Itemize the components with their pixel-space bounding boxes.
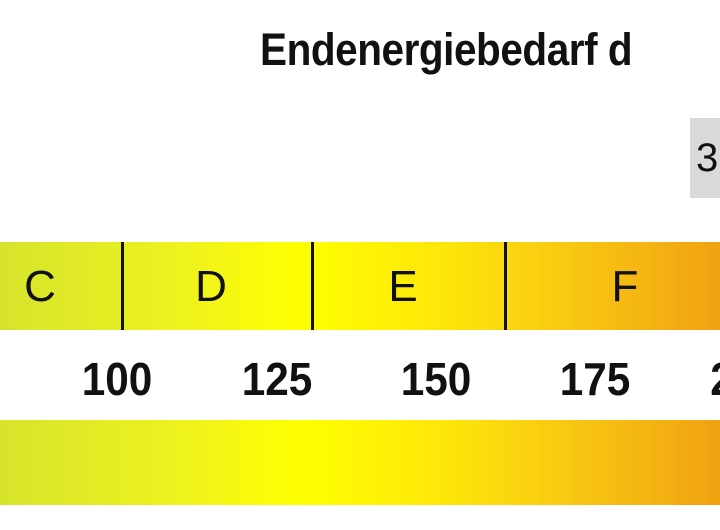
value-marker-box: 3: [690, 118, 720, 198]
scale-tick: 2: [710, 352, 720, 406]
class-divider: [311, 242, 314, 330]
scale-tick: 125: [241, 353, 313, 405]
class-label-e: E: [388, 262, 418, 311]
scale-tick: 150: [400, 353, 472, 405]
value-marker-text: 3: [696, 136, 719, 180]
class-label-d: D: [195, 262, 227, 311]
class-label-c: C: [24, 262, 56, 311]
class-divider: [121, 242, 124, 330]
energy-scale-bar: [0, 420, 720, 505]
class-label-f: F: [611, 262, 639, 311]
scale-tick: 100: [81, 353, 153, 405]
class-divider: [504, 242, 507, 330]
chart-title: Endenergiebedarf d: [260, 24, 633, 75]
scale-tick: 175: [559, 353, 631, 405]
efficiency-class-bar: [0, 242, 720, 330]
